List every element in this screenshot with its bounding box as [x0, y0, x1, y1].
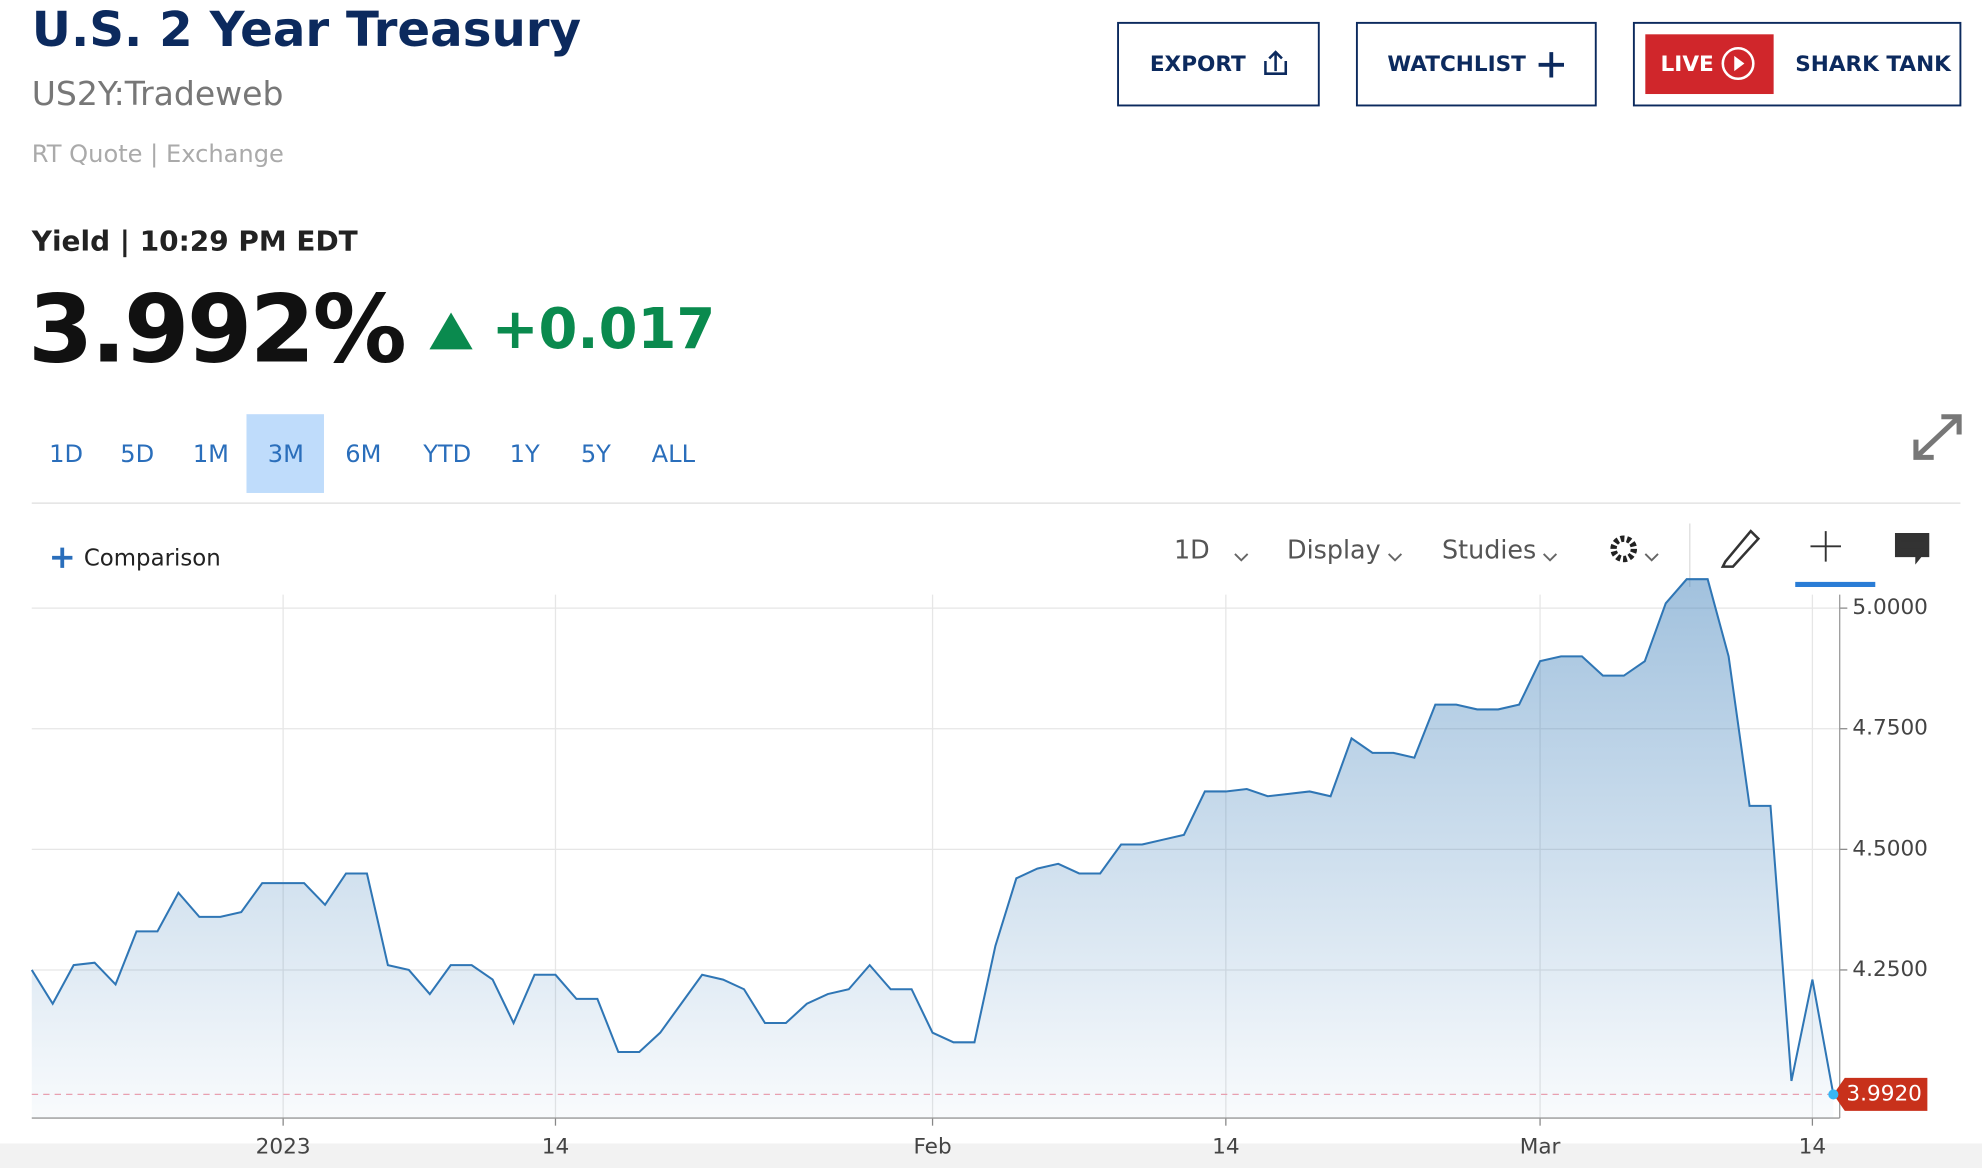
- x-tick-label: 2023: [256, 1134, 311, 1159]
- play-icon: [1721, 47, 1755, 81]
- x-tick-label: 14: [542, 1134, 569, 1159]
- range-option[interactable]: 5Y: [581, 440, 611, 468]
- y-tick-label: 5.0000: [1852, 595, 1928, 620]
- range-option[interactable]: 1Y: [510, 440, 540, 468]
- source: RT Quote | Exchange: [32, 140, 284, 168]
- interval[interactable]: 1D: [1174, 534, 1210, 564]
- play-icon: [1734, 55, 1745, 72]
- x-tick-label: Feb: [913, 1134, 951, 1159]
- plus-icon: [1538, 52, 1565, 78]
- line: [30, 578, 1835, 1095]
- comment-icon[interactable]: [1894, 532, 1930, 565]
- active-tab: [1795, 581, 1876, 587]
- range-option[interactable]: ALL: [652, 440, 696, 468]
- last-point: [1828, 1089, 1839, 1100]
- change: +0.017: [492, 297, 716, 362]
- price: 3.992%: [28, 275, 405, 384]
- range-option[interactable]: 3M: [268, 440, 304, 468]
- price-tag-label: 3.9920: [1846, 1081, 1922, 1106]
- quote-label: Yield | 10:29 PM EDT: [31, 225, 358, 258]
- y-tick-label: 4.5000: [1852, 836, 1928, 861]
- button-label: EXPORT: [1150, 52, 1246, 77]
- title: U.S. 2 Year Treasury: [32, 2, 581, 58]
- price-tag: [1833, 1077, 1928, 1111]
- display[interactable]: Display: [1287, 534, 1381, 564]
- symbol: US2Y:Tradeweb: [32, 74, 284, 113]
- range-bar: 1D 5D 1M 3M 6M YTD 1Y 5Y ALL: [49, 440, 696, 468]
- plus-icon: [52, 547, 73, 568]
- settings-icon[interactable]: [1610, 535, 1638, 563]
- range-option[interactable]: 6M: [345, 440, 381, 468]
- crosshair-icon[interactable]: [1810, 531, 1841, 562]
- studies[interactable]: Studies: [1442, 534, 1536, 564]
- range-selected: [246, 414, 324, 493]
- y-tick-label: 4.2500: [1852, 957, 1928, 982]
- area: [31, 579, 1834, 1119]
- x-tick-label: Mar: [1520, 1134, 1561, 1159]
- up-arrow: [429, 312, 473, 350]
- y-tick-label: 4.7500: [1852, 716, 1928, 741]
- button-label: WATCHLIST: [1387, 52, 1526, 77]
- footer-band: [0, 1143, 1982, 1168]
- range-option[interactable]: 5D: [120, 440, 154, 468]
- range-option[interactable]: YTD: [422, 440, 471, 468]
- button-label: LIVE: [1661, 52, 1714, 77]
- button-label: SHARK TANK: [1795, 52, 1952, 77]
- x-tick-label: 14: [1212, 1134, 1239, 1159]
- range-option[interactable]: 1D: [49, 440, 83, 468]
- comparison[interactable]: Comparison: [84, 546, 221, 572]
- draw-icon[interactable]: [1720, 529, 1761, 568]
- x-tick-label: 14: [1799, 1134, 1826, 1159]
- export-icon: [1264, 50, 1288, 75]
- chevrons: [1234, 553, 1659, 562]
- range-option[interactable]: 1M: [193, 440, 229, 468]
- expand-icon[interactable]: [1913, 414, 1962, 460]
